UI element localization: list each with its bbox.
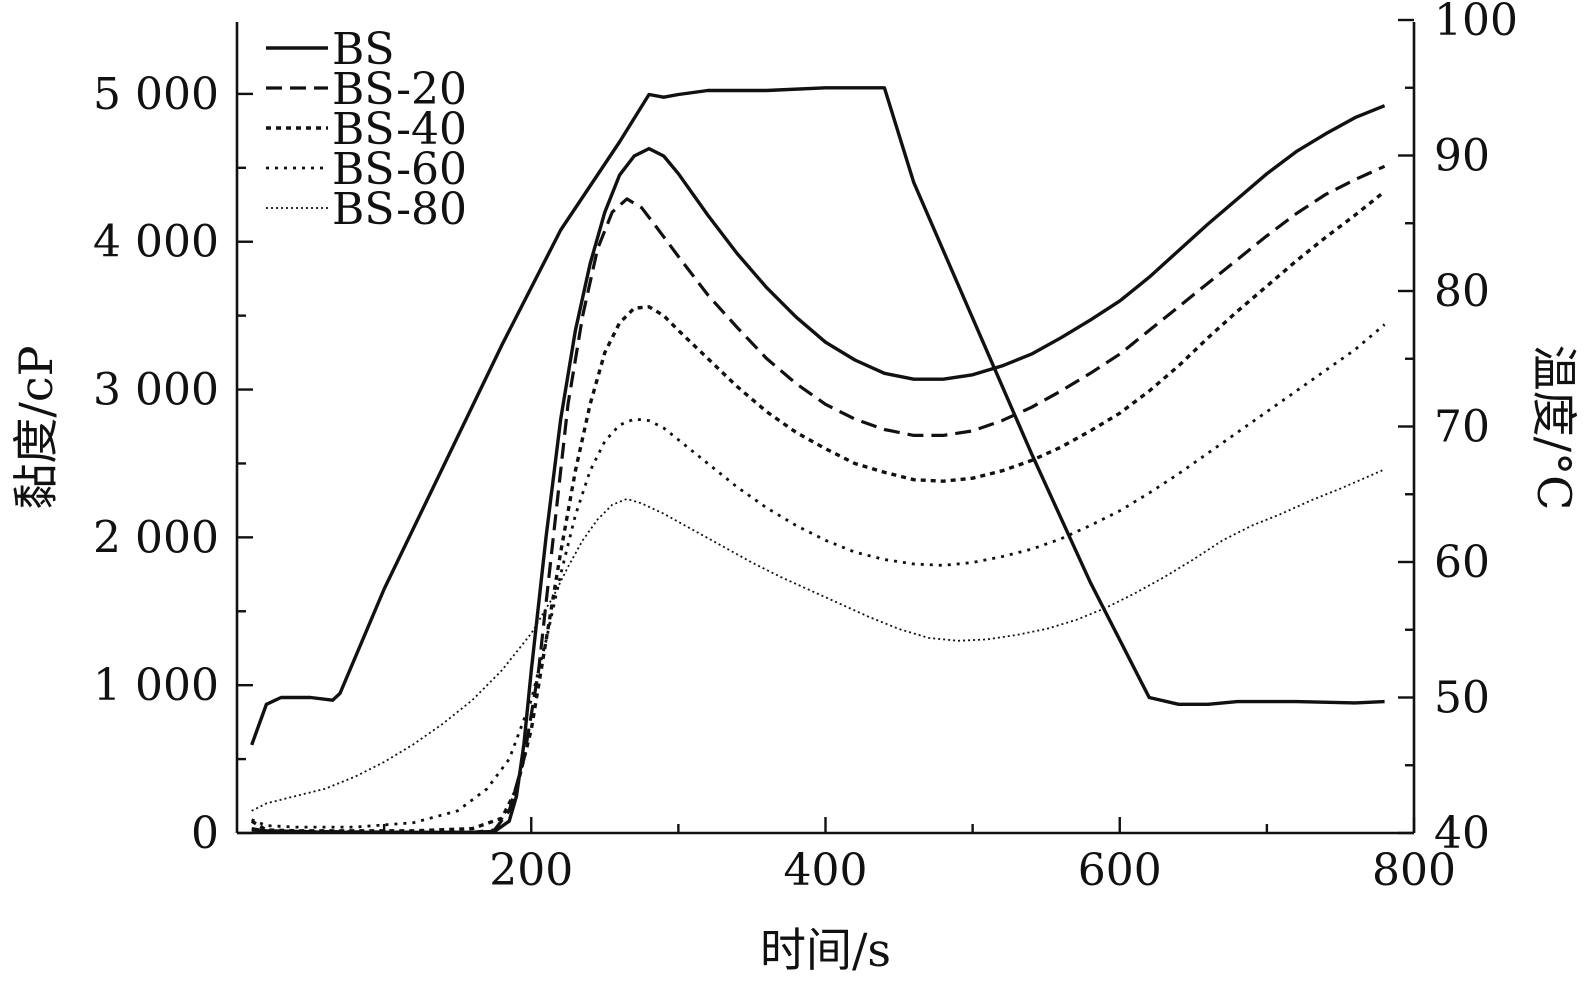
x-tick-label: 400 (784, 845, 868, 896)
y-tick-label: 5 000 (93, 69, 219, 120)
legend-label: BS-40 (332, 104, 467, 155)
y2-tick-label: 80 (1434, 266, 1490, 317)
series-line-bs-80 (251, 468, 1385, 812)
y2-tick-label: 50 (1434, 673, 1490, 724)
x-tick-label: 600 (1078, 845, 1162, 896)
y-tick-label: 2 000 (93, 512, 219, 563)
x-tick-label: 200 (489, 845, 573, 896)
y2-tick-label: 40 (1434, 808, 1490, 859)
y-tick-label: 4 000 (93, 217, 219, 268)
series-line-bs (251, 104, 1386, 834)
x-tick-label: 800 (1372, 845, 1456, 896)
y2-axis-title: 温度/°C (1527, 345, 1581, 511)
y-tick-label: 1 000 (93, 660, 219, 711)
y-tick-label: 3 000 (93, 365, 219, 416)
y-axis-title: 黏度/cP (9, 345, 63, 509)
series-line-temperature (250, 86, 1385, 746)
x-axis-title: 时间/s (760, 923, 891, 977)
ticks: 200 400 600 800 0 1 000 2 000 3 000 4 000 5 000 40… (93, 0, 1518, 896)
legend-label: BS-20 (332, 64, 467, 115)
legend-label: BS-80 (332, 184, 467, 235)
legend-label: BS-60 (332, 144, 467, 195)
y2-tick-label: 60 (1434, 537, 1490, 588)
series-line-bs-20 (251, 164, 1386, 834)
series-line-bs-60 (251, 323, 1386, 829)
y2-tick-label: 70 (1434, 402, 1490, 453)
legend-label: BS (332, 24, 394, 75)
plot-area: 200 400 600 800 0 1 000 2 000 3 000 4 000 5 000 40… (93, 0, 1518, 896)
series-group (250, 86, 1386, 834)
y-tick-label: 0 (191, 808, 219, 859)
y2-tick-label: 90 (1434, 131, 1490, 182)
y2-tick-label: 100 (1434, 0, 1518, 46)
